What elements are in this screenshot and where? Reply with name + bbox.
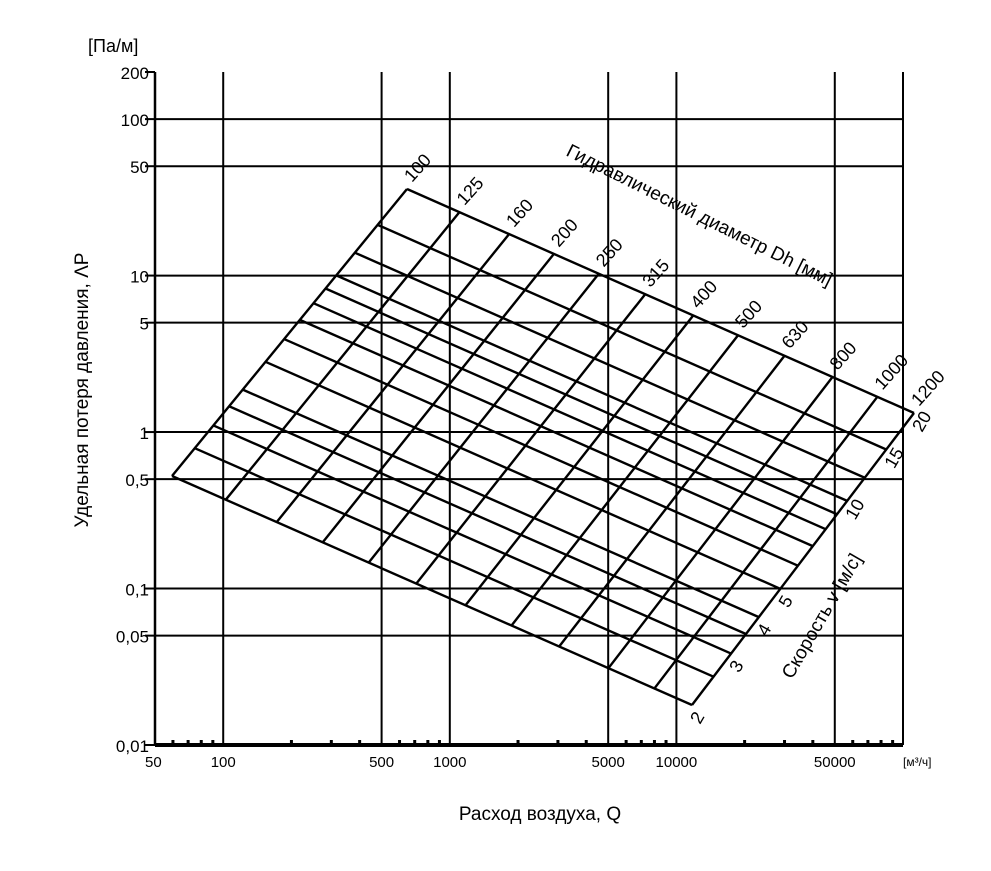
diameter-label: 315 — [638, 255, 673, 291]
x-unit-label: [м³/ч] — [903, 755, 932, 769]
diameter-line — [558, 355, 786, 648]
y-axis-title: Удельная потеря давления, ΛP — [72, 253, 93, 528]
velocity-line — [377, 223, 887, 451]
diameter-line — [464, 314, 695, 607]
diameter-label: 400 — [686, 276, 721, 312]
velocity-line — [406, 187, 915, 415]
diameter-label: 1200 — [907, 367, 949, 410]
diameter-line — [367, 272, 600, 564]
x-tick-label: 1000 — [433, 754, 466, 771]
velocity-title: Скорость v [м/с] — [778, 550, 866, 682]
x-tick-label: 100 — [211, 754, 236, 771]
velocity-line — [283, 337, 799, 567]
velocity-line — [335, 274, 848, 502]
diameter-label: 1000 — [870, 350, 912, 393]
velocity-label: 5 — [774, 592, 796, 611]
velocity-label: 2 — [686, 708, 708, 727]
y-tick-label: 200 — [121, 64, 149, 83]
diameter-line — [510, 334, 740, 627]
diameter-line — [171, 188, 408, 477]
y-unit-label: [Па/м] — [88, 36, 138, 56]
x-tick-label: 10000 — [656, 754, 698, 771]
diameter-line — [224, 211, 461, 501]
y-tick-label: 0,05 — [116, 628, 149, 647]
velocity-line — [171, 474, 693, 707]
velocity-line — [325, 287, 838, 516]
diameter-label: 125 — [453, 173, 488, 209]
y-tick-label: 0,5 — [125, 471, 149, 490]
diameter-line — [275, 233, 510, 523]
diameter-label: 200 — [547, 215, 582, 251]
y-tick-label: 0,1 — [125, 581, 149, 600]
x-tick-label: 50 — [145, 754, 162, 771]
diameter-line — [607, 376, 834, 669]
velocity-line — [194, 447, 714, 678]
x-tick-label: 50000 — [814, 754, 856, 771]
diameter-label: 250 — [592, 235, 627, 271]
diameter-label: 100 — [400, 150, 435, 186]
velocity-line — [265, 360, 781, 590]
diameter-label: 160 — [502, 195, 537, 231]
x-tick-label: 500 — [369, 754, 394, 771]
y-tick-label: 5 — [140, 315, 149, 334]
velocity-line — [242, 388, 760, 619]
grid-lines — [145, 71, 903, 746]
x-tick-label: 5000 — [592, 754, 625, 771]
y-tick-label: 0,01 — [116, 737, 149, 756]
diameter-line — [691, 412, 915, 706]
diameter-line — [653, 396, 879, 690]
velocity-line — [212, 424, 732, 655]
velocity-line — [299, 318, 814, 548]
y-tick-label: 100 — [121, 111, 149, 130]
y-tick-label: 50 — [130, 158, 149, 177]
velocity-label: 3 — [725, 657, 747, 676]
velocity-line — [354, 251, 866, 479]
y-tick-label: 1 — [140, 424, 149, 443]
diameter-line — [415, 293, 647, 585]
diameter-label: 500 — [731, 296, 766, 332]
y-tick-label: 10 — [130, 268, 149, 287]
velocity-line — [312, 302, 827, 531]
diameter-label: 800 — [826, 338, 861, 374]
x-axis-title: Расход воздуха, Q — [459, 804, 621, 825]
plot-frame — [153, 72, 904, 747]
diameter-line — [321, 253, 555, 544]
velocity-line — [228, 405, 747, 636]
